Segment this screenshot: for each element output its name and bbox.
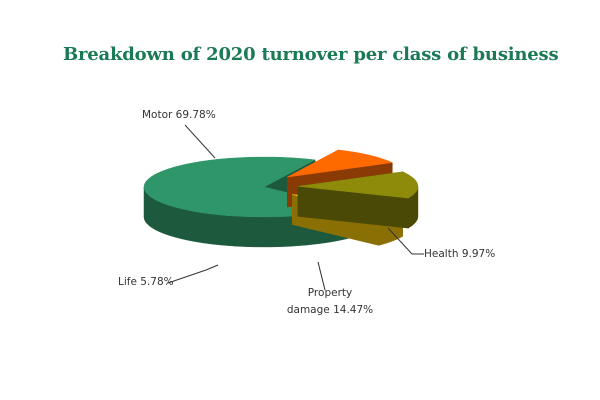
data-label-health: Health 9.97%	[424, 248, 496, 260]
data-label-motor: Motor 69.78%	[142, 109, 216, 121]
leader-line-property-damage	[317, 261, 326, 291]
slice-top-face	[297, 171, 419, 199]
pie-slice-property-damage	[297, 171, 419, 229]
leader-line-health	[387, 227, 424, 255]
data-label-property-line1: Property	[307, 287, 353, 299]
leader-line-life	[167, 264, 219, 284]
chart-title: Breakdown of 2020 turnover per class of …	[63, 44, 559, 65]
data-label-property-damage: Property damage 14.47%	[280, 285, 380, 319]
data-label-life: Life 5.78%	[118, 276, 174, 288]
leader-line-motor	[184, 124, 216, 159]
data-label-property-line2: damage 14.47%	[286, 304, 374, 316]
slice-top-face	[287, 149, 394, 178]
